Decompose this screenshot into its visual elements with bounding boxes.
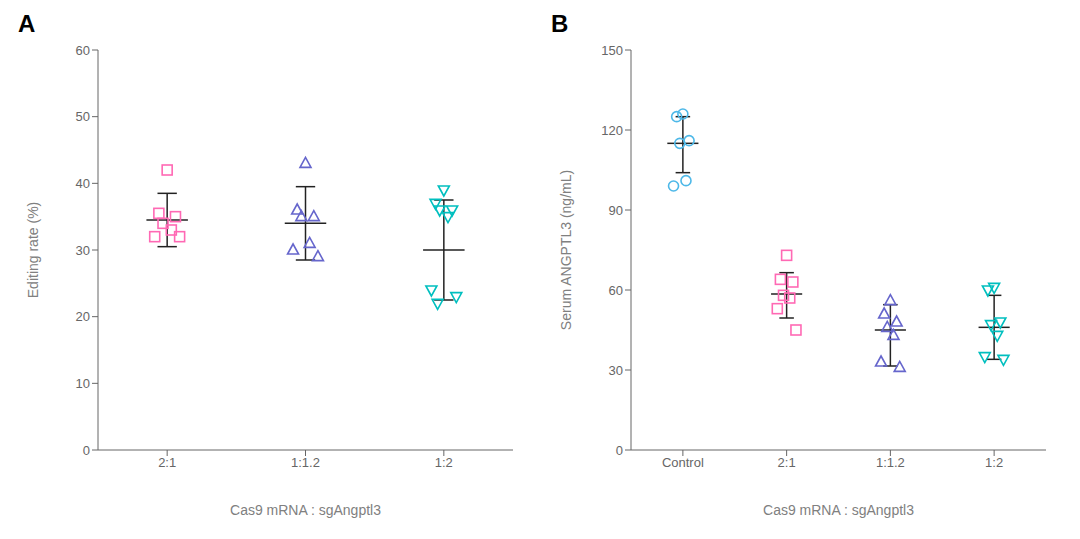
- svg-text:Serum ANGPTL3 (ng/mL): Serum ANGPTL3 (ng/mL): [558, 170, 574, 330]
- svg-text:60: 60: [76, 43, 90, 58]
- svg-text:20: 20: [76, 309, 90, 324]
- svg-text:2:1: 2:1: [778, 455, 796, 470]
- svg-text:0: 0: [83, 443, 90, 458]
- svg-text:Cas9 mRNA : sgAngptl3: Cas9 mRNA : sgAngptl3: [763, 502, 914, 518]
- svg-text:60: 60: [609, 283, 623, 298]
- svg-text:Cas9 mRNA : sgAngptl3: Cas9 mRNA : sgAngptl3: [230, 502, 381, 518]
- svg-text:0: 0: [616, 443, 623, 458]
- svg-text:90: 90: [609, 203, 623, 218]
- svg-text:10: 10: [76, 376, 90, 391]
- svg-text:30: 30: [609, 363, 623, 378]
- svg-text:1:2: 1:2: [435, 455, 453, 470]
- svg-text:50: 50: [76, 109, 90, 124]
- svg-text:1:1.2: 1:1.2: [291, 455, 320, 470]
- svg-text:Control: Control: [662, 455, 704, 470]
- svg-text:30: 30: [76, 243, 90, 258]
- svg-text:1:2: 1:2: [985, 455, 1003, 470]
- svg-text:40: 40: [76, 176, 90, 191]
- svg-text:2:1: 2:1: [158, 455, 176, 470]
- svg-text:1:1.2: 1:1.2: [876, 455, 905, 470]
- svg-text:Editing rate (%): Editing rate (%): [25, 202, 41, 298]
- svg-text:150: 150: [601, 43, 623, 58]
- html-text:A: A: [18, 10, 36, 37]
- html-text:B: B: [551, 10, 569, 37]
- svg-text:120: 120: [601, 123, 623, 138]
